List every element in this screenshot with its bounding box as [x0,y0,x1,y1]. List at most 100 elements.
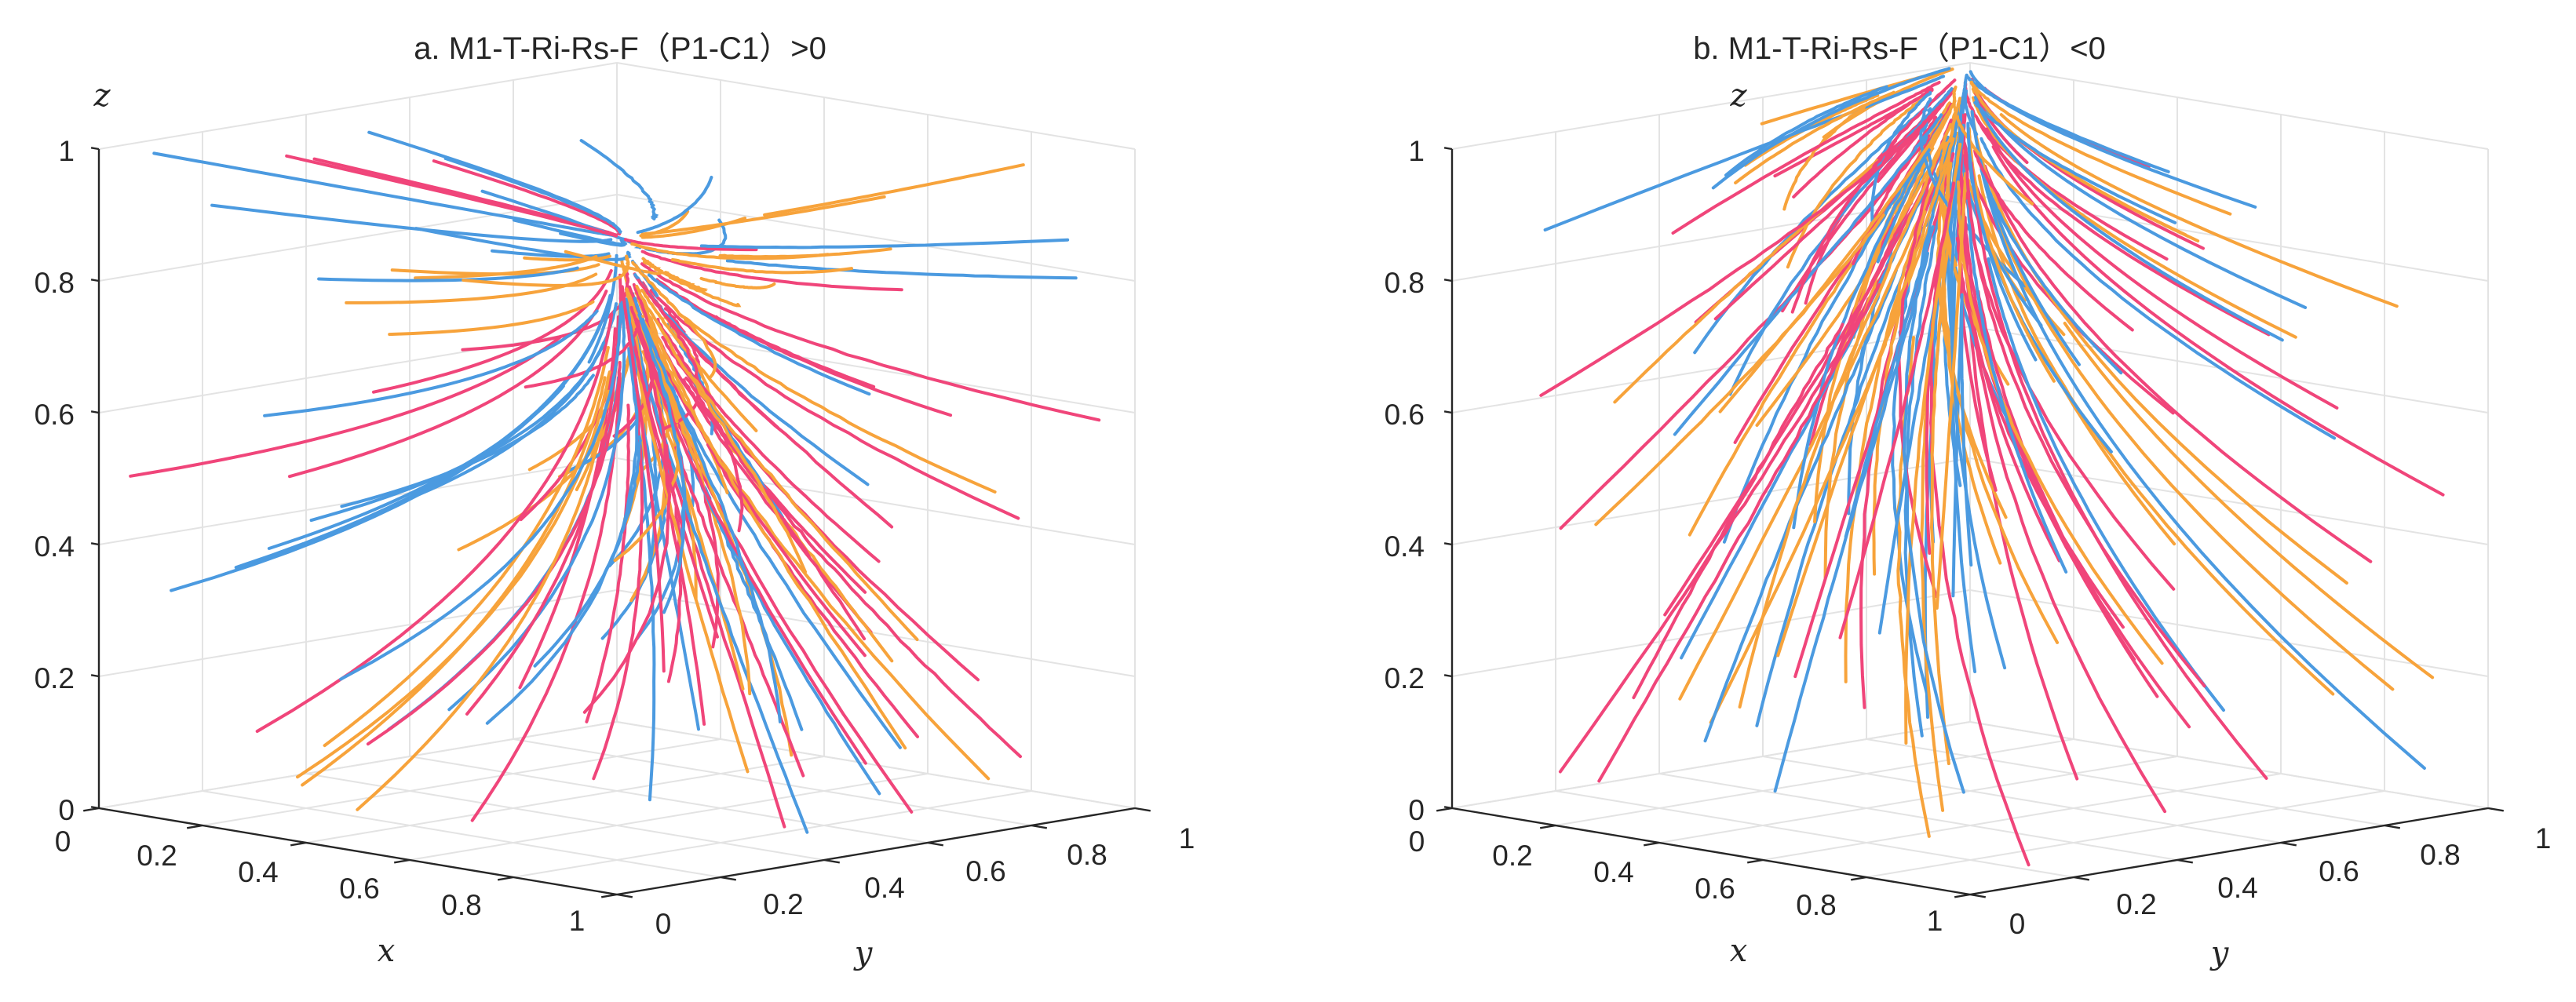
panel-a-trajectory-99 [664,271,709,292]
x-tick-label: 0.4 [1593,856,1633,888]
panel-a-trajectory-69 [323,345,610,748]
z-tick-label: 1 [58,135,75,167]
panel-b-trajectory-138 [1970,80,2187,237]
panel-a-trajectory-106 [699,238,1070,250]
panel-a-trajectory-123 [388,300,595,337]
z-axis-label-b: z [1729,78,1747,114]
panel-b-trajectory-20 [1558,263,1890,774]
panel-b-trajectory-71 [1985,127,2339,410]
x-axis-line [1451,807,1971,896]
x-tick [1644,841,1660,847]
gridline [409,773,929,861]
gridline [1762,773,2282,861]
panel-a-trajectory-40 [559,231,627,247]
panel-a-trajectory-113 [366,361,622,746]
z-tick-label: 0 [58,794,75,826]
gridline [1451,62,1971,150]
panel-b-trajectory-122 [1966,275,2191,729]
panel-b-trajectory-106 [1919,97,1950,208]
panel-a-trajectory-137 [582,317,672,714]
panel-b-trajectory-39 [1743,93,1880,167]
panel-a-trajectory-37 [648,388,809,834]
panel-b-trajectory-128 [1973,149,2134,332]
panel-b-trajectory-134 [1965,153,2206,688]
gridline [1969,62,2489,150]
gridline [513,790,1032,878]
panel-b-trajectory-121 [1870,91,1932,223]
x-tick [498,876,514,881]
panel-a-trajectory-131 [751,472,1022,759]
gridline [1451,457,1971,545]
panel-b-trajectory-99 [1738,122,1953,709]
y-tick-labels-a: 0 0.2 0.4 0.6 0.8 1 [655,822,1195,940]
panel-a-trajectory-125 [637,279,894,529]
panel-a-trajectory-19 [414,227,632,261]
panel-a-trajectory-124 [640,318,782,723]
panel-a-trajectory-59 [285,154,618,238]
x-tick [1851,876,1867,881]
panel-a-trajectory-84 [564,250,664,275]
z-tick [1443,279,1453,282]
gridline [1555,790,2074,878]
panel-a-trajectory-129 [688,372,919,641]
y-tick-label: 0.2 [763,888,803,920]
y-tick [823,858,840,864]
y-tick [2487,807,2504,812]
panel-b-trajectory-109 [1950,123,2007,670]
panel-b-trajectory-94 [1968,70,2257,209]
trajectories-b [1539,67,2445,867]
panel-a-trajectory-135 [462,254,630,287]
panel-b-trajectory-131 [1790,139,1897,314]
x-axis-line [98,807,618,896]
panel-b-trajectory-108 [1929,243,1950,766]
panel-b-trajectory-119 [1838,181,1956,639]
y-tick-label: 0 [655,908,672,940]
panel-b-trajectory-137 [1671,81,1941,235]
gridline [98,326,618,414]
panel-a-trajectory-105 [629,336,750,774]
x-tick-label: 0.2 [1492,840,1532,872]
panel-b-trajectory-129 [1935,172,1968,610]
panel-a-trajectory-88 [647,273,871,396]
y-tick-label: 0.8 [1067,839,1107,871]
panel-b-trajectory-37 [1703,268,1899,743]
panel-a-trajectory-60 [763,163,1025,217]
panel-b-trajectory-120 [1594,213,1885,527]
x-tick-labels-a: 0 0.2 0.4 0.6 0.8 1 [55,825,586,937]
panel-a-trajectory-108 [644,322,907,750]
y-tick-label: 0.6 [2319,855,2359,887]
panel-a-trajectory-118 [263,309,599,417]
chart-panel-a: a. M1-T-Ri-Rs-F（P1-C1）>0 0 0.2 0.4 0.6 0… [35,31,1195,971]
gridline [1451,721,1971,809]
panel-b-trajectory-102 [1786,95,1927,269]
z-tick-labels-a: 0 0.2 0.4 0.6 0.8 1 [35,135,75,826]
panel-b-trajectory-115 [1977,157,2426,770]
panel-b-trajectory-130 [1962,73,1979,137]
y-tick-label: 0.4 [2217,872,2257,904]
panel-a-trajectory-127 [339,302,622,681]
panel-b-trajectory-76 [1724,85,1888,177]
y-tick [720,876,736,881]
chart-panel-b: b. M1-T-Ri-Rs-F（P1-C1）<0 0 0.2 0.4 0.6 0… [1385,31,2552,971]
panel-b-trajectory-84 [1734,90,1896,184]
panel-a-trajectory-136 [637,313,687,614]
x-axis-label-b: x [1730,933,1748,969]
panel-a-trajectory-138 [631,261,717,380]
y-tick [927,841,943,847]
panel-a-trajectory-117 [670,258,853,275]
panel-a-trajectory-134 [633,345,719,639]
x-tick-label: 0.6 [1695,873,1735,905]
x-tick-label: 0 [1409,825,1425,858]
panel-a-trajectory-111 [718,247,892,259]
panel-a-trajectory-102 [301,376,607,787]
panel-a-trajectory-104 [255,312,614,733]
x-tick-label: 1 [1927,905,1943,937]
z-tick-label: 0.2 [35,662,75,694]
z-tick-label: 0.8 [35,267,75,299]
panel-b-trajectory-82 [1876,148,1931,264]
panel-b-trajectory-70 [1711,67,1951,190]
z-tick-label: 0.6 [1385,399,1425,431]
x-tick [394,858,410,864]
axes-b [1436,147,2504,898]
z-tick-label: 1 [1408,135,1425,167]
